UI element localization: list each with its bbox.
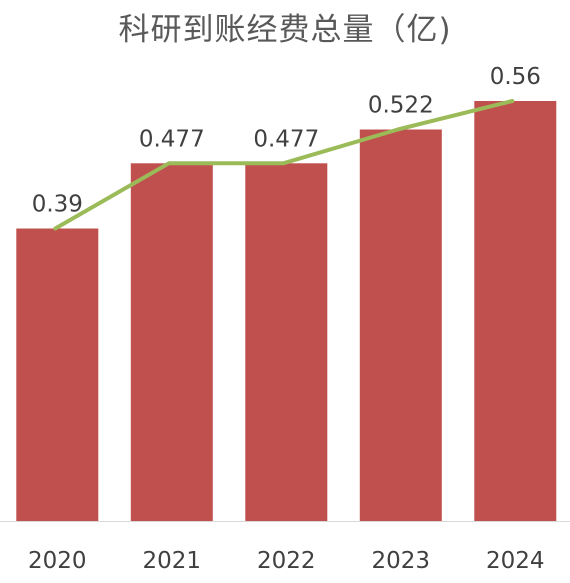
data-label-2021: 0.477 (139, 126, 205, 152)
bar-2021 (130, 163, 213, 522)
x-tick-label-2024: 2024 (486, 548, 545, 574)
data-label-2020: 0.39 (32, 192, 83, 218)
bar-2020 (16, 228, 99, 521)
bar-2024 (474, 101, 557, 521)
x-tick-labels-layer: 2020 2021 2022 2023 2024 (28, 548, 545, 574)
data-labels-layer: 0.39 0.477 0.477 0.522 0.56 (32, 64, 541, 218)
trend-line (53, 99, 515, 231)
data-label-2022: 0.477 (253, 126, 319, 152)
x-tick-label-2022: 2022 (257, 548, 316, 574)
x-tick-label-2021: 2021 (143, 548, 202, 574)
data-label-2023: 0.522 (368, 93, 434, 119)
x-tick-label-2023: 2023 (372, 548, 431, 574)
bar-2022 (245, 163, 328, 522)
bar-2023 (359, 129, 442, 521)
x-tick-label-2020: 2020 (28, 548, 87, 574)
data-label-2024: 0.56 (490, 64, 541, 90)
bars-layer (16, 101, 557, 522)
chart-title: 科研到账经费总量（亿) (118, 12, 452, 48)
